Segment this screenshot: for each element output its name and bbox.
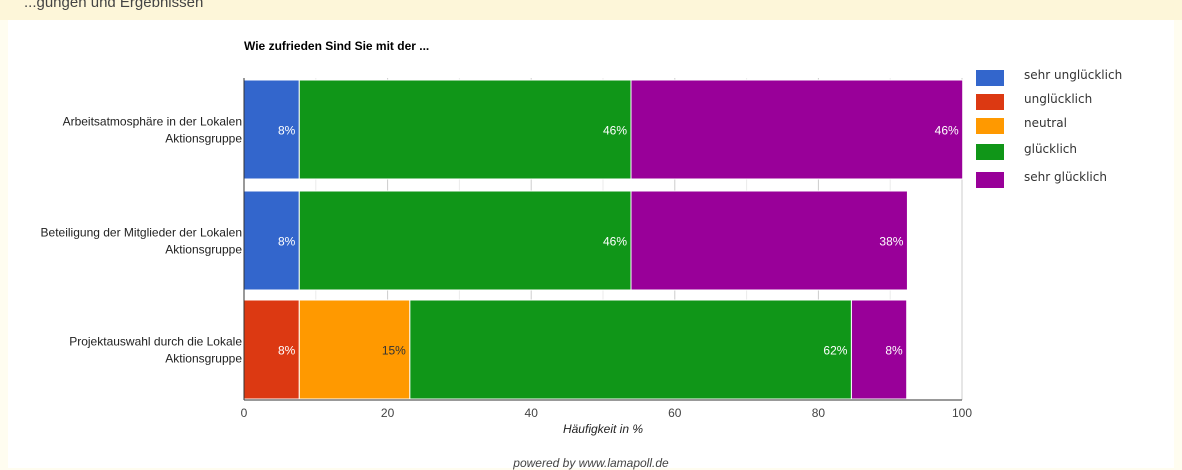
data-label: 38% bbox=[879, 235, 903, 249]
bar-segment bbox=[409, 299, 852, 400]
legend-label: neutral bbox=[1024, 116, 1067, 130]
bar-segment bbox=[243, 190, 300, 291]
legend-item: sehr glücklich bbox=[976, 170, 1166, 190]
data-label: 62% bbox=[823, 344, 847, 358]
bars bbox=[243, 79, 964, 400]
footer-credit: powered by www.lamapoll.de bbox=[513, 456, 669, 470]
category-label: Beteiligung der Mitglieder der Lokalen Ak… bbox=[41, 226, 243, 257]
legend-swatch bbox=[976, 118, 1004, 134]
bar-segment bbox=[850, 299, 908, 400]
header-fragment: ...gungen und Ergebnissen bbox=[24, 0, 204, 11]
data-label: 8% bbox=[885, 344, 903, 358]
legend-swatch bbox=[976, 172, 1004, 188]
legend-item: neutral bbox=[976, 116, 1166, 136]
data-label: 46% bbox=[603, 124, 627, 138]
legend-label: unglücklich bbox=[1024, 92, 1093, 106]
bar-segment bbox=[630, 190, 908, 291]
bar-segment bbox=[243, 79, 300, 180]
category-label: Arbeitsatmosphäre in der Lokalen Aktionsg… bbox=[63, 115, 243, 146]
bar-segment bbox=[298, 299, 411, 400]
legend-label: glücklich bbox=[1024, 142, 1077, 156]
legend-item: unglücklich bbox=[976, 92, 1166, 112]
x-tick-label: 80 bbox=[812, 406, 826, 420]
legend-label: sehr glücklich bbox=[1024, 170, 1107, 184]
category-labels: Arbeitsatmosphäre in der Lokalen Aktionsg… bbox=[41, 115, 243, 366]
legend-label: sehr unglücklich bbox=[1024, 68, 1123, 82]
bar-segment bbox=[298, 190, 632, 291]
data-labels: 8% 46% 46% 8% 46% 38% 8% 15% 62% 8% bbox=[278, 124, 959, 358]
legend-swatch bbox=[976, 144, 1004, 160]
x-tick-label: 100 bbox=[952, 406, 972, 420]
top-strip: ...gungen und Ergebnissen bbox=[0, 0, 1182, 20]
x-tick-label: 40 bbox=[525, 406, 539, 420]
legend-swatch bbox=[976, 70, 1004, 86]
legend-swatch bbox=[976, 94, 1004, 110]
x-axis-title: Häufigkeit in % bbox=[563, 422, 643, 436]
category-label: Projektauswahl durch die Lokale Aktionsgr… bbox=[69, 335, 242, 366]
data-label: 46% bbox=[935, 124, 959, 138]
x-tick-label: 20 bbox=[381, 406, 395, 420]
bar-segment bbox=[630, 79, 964, 180]
bar-segment bbox=[298, 79, 632, 180]
data-label: 8% bbox=[278, 124, 296, 138]
x-tick-label: 0 bbox=[241, 406, 248, 420]
data-label: 8% bbox=[278, 235, 296, 249]
data-label: 15% bbox=[382, 344, 406, 358]
data-label: 8% bbox=[278, 344, 296, 358]
x-tick-label: 60 bbox=[668, 406, 682, 420]
chart-title: Wie zufrieden Sind Sie mit der ... bbox=[244, 39, 429, 53]
data-label: 46% bbox=[603, 235, 627, 249]
legend-item: sehr unglücklich bbox=[976, 68, 1166, 88]
legend-item: glücklich bbox=[976, 142, 1166, 162]
x-axis: 0 20 40 60 80 100 bbox=[241, 78, 972, 420]
